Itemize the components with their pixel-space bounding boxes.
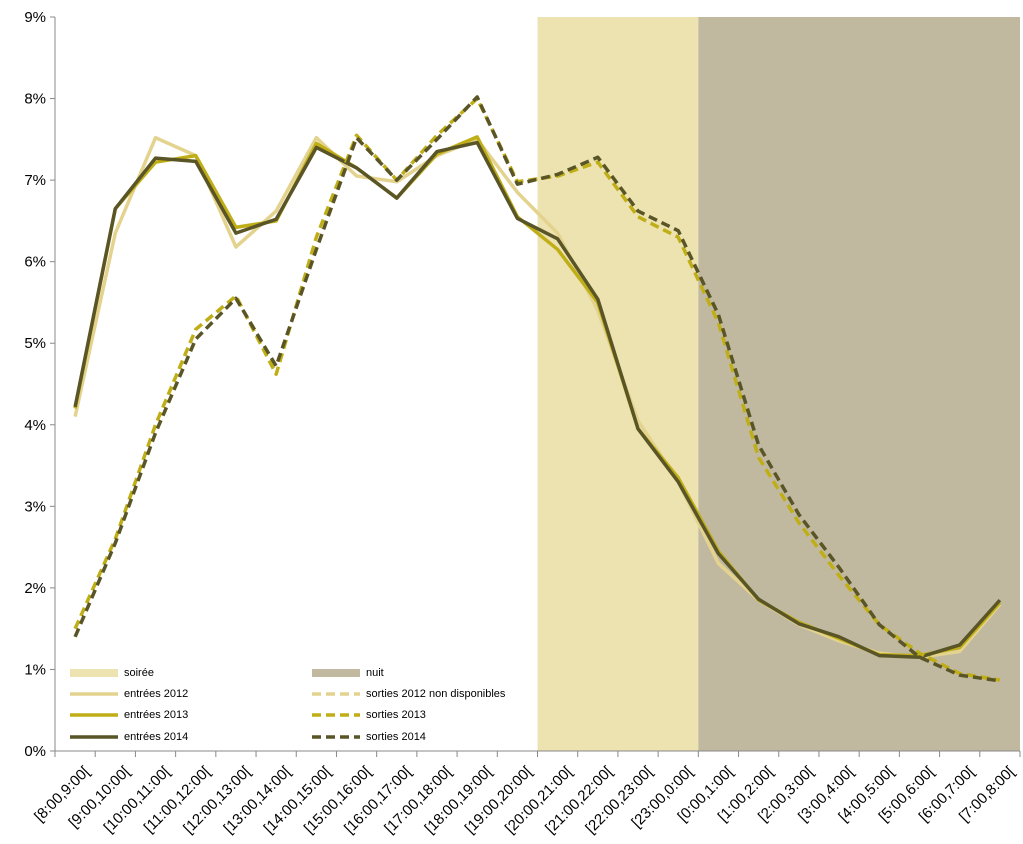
- legend-swatch: [70, 669, 118, 677]
- legend-label: sorties 2014: [366, 731, 426, 743]
- legend-swatch: [312, 669, 360, 677]
- series-line: [73, 95, 1001, 683]
- y-tick-label: 7%: [24, 172, 46, 189]
- series-line: [73, 96, 1001, 682]
- y-tick-label: 4%: [24, 417, 46, 434]
- y-tick-label: 9%: [24, 9, 46, 26]
- band: [698, 17, 1020, 751]
- legend-label: entrées 2014: [124, 731, 188, 743]
- y-tick-label: 1%: [24, 661, 46, 678]
- legend-label: sorties 2013: [366, 709, 426, 721]
- legend-label: entrées 2012: [124, 688, 188, 700]
- y-tick-label: 2%: [24, 580, 46, 597]
- y-tick-label: 0%: [24, 743, 46, 760]
- y-tick-label: 6%: [24, 254, 46, 271]
- band: [537, 17, 699, 751]
- y-tick-label: 8%: [24, 91, 46, 108]
- legend-label: nuit: [366, 667, 384, 679]
- y-tick-label: 5%: [24, 335, 46, 352]
- legend-label: entrées 2013: [124, 709, 188, 721]
- series-line: [73, 140, 1002, 659]
- legend-label: sorties 2012 non disponibles: [366, 688, 506, 700]
- y-tick-label: 3%: [24, 498, 46, 515]
- legend-label: soirée: [124, 667, 154, 679]
